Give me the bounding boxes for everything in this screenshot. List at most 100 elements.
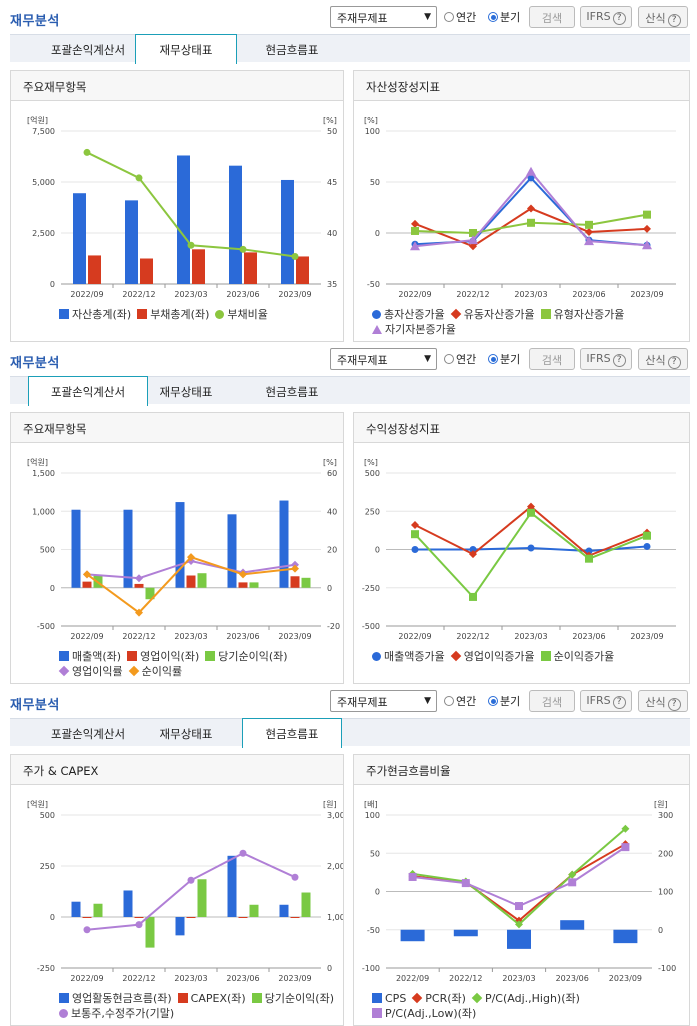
data-point[interactable]: [411, 521, 419, 530]
data-point[interactable]: [585, 227, 593, 236]
legend-item[interactable]: 매출액(좌): [59, 648, 121, 664]
bar-2[interactable]: [88, 255, 101, 284]
bar-2[interactable]: [192, 249, 205, 284]
data-point[interactable]: [469, 546, 477, 553]
data-point[interactable]: [515, 920, 523, 929]
formula-button[interactable]: 산식?: [638, 6, 688, 28]
data-point[interactable]: [621, 843, 630, 852]
data-point[interactable]: [408, 872, 417, 881]
data-point[interactable]: [411, 226, 419, 235]
bar-2[interactable]: [244, 252, 257, 284]
data-point[interactable]: [187, 241, 195, 249]
bar-1[interactable]: [125, 200, 138, 284]
data-point[interactable]: [411, 530, 419, 539]
bar-2[interactable]: [186, 575, 196, 588]
bar-2[interactable]: [290, 917, 300, 918]
legend-item[interactable]: 영업활동현금흐름(좌): [59, 990, 172, 1006]
data-point[interactable]: [527, 544, 535, 552]
bar-1[interactable]: [560, 920, 585, 930]
tab-income-statement[interactable]: 포괄손익계산서: [50, 43, 126, 57]
radio-annual[interactable]: 연간: [444, 693, 476, 715]
bar-2[interactable]: [140, 258, 153, 285]
bar-3[interactable]: [145, 917, 155, 948]
data-point[interactable]: [135, 608, 143, 617]
data-point[interactable]: [135, 574, 143, 583]
data-point[interactable]: [527, 174, 535, 182]
legend-item[interactable]: 당기순이익(좌): [251, 990, 334, 1006]
data-point[interactable]: [469, 229, 477, 237]
bar-1[interactable]: [281, 179, 294, 284]
data-point[interactable]: [643, 542, 651, 550]
data-point[interactable]: [469, 550, 477, 559]
bar-2[interactable]: [82, 917, 92, 918]
data-point[interactable]: [83, 570, 91, 579]
bar-1[interactable]: [279, 500, 289, 588]
bar-3[interactable]: [301, 577, 311, 588]
bar-3[interactable]: [301, 892, 311, 917]
data-point[interactable]: [239, 245, 247, 253]
legend-item[interactable]: PCR(좌): [411, 990, 466, 1006]
data-point[interactable]: [135, 174, 143, 182]
data-point[interactable]: [239, 849, 247, 857]
data-point[interactable]: [468, 235, 478, 245]
legend-item[interactable]: 유동자산증가율: [450, 306, 535, 322]
bar-2[interactable]: [238, 917, 248, 918]
legend-item[interactable]: P/C(Adj.,Low)(좌): [372, 1005, 476, 1021]
radio-quarter[interactable]: 분기: [488, 9, 520, 31]
legend-item[interactable]: 부채총계(좌): [137, 306, 209, 322]
legend-item[interactable]: 영업이익증가율: [450, 648, 535, 664]
bar-1[interactable]: [613, 929, 638, 944]
legend-item[interactable]: P/C(Adj.,High)(좌): [471, 990, 580, 1006]
tab-balance-sheet[interactable]: 재무상태표: [135, 34, 237, 64]
data-point[interactable]: [526, 166, 536, 176]
data-point[interactable]: [584, 236, 594, 246]
ifrs-button[interactable]: IFRS?: [580, 6, 632, 28]
search-button[interactable]: 검색: [529, 6, 575, 28]
data-point[interactable]: [187, 876, 195, 884]
data-point[interactable]: [291, 564, 299, 573]
search-button[interactable]: 검색: [529, 348, 575, 370]
bar-3[interactable]: [197, 573, 207, 588]
legend-item[interactable]: CAPEX(좌): [177, 990, 246, 1006]
bar-2[interactable]: [296, 256, 309, 284]
radio-annual[interactable]: 연간: [444, 9, 476, 31]
data-point[interactable]: [291, 252, 299, 260]
formula-button[interactable]: 산식?: [638, 348, 688, 370]
legend-item[interactable]: 매출액증가율: [372, 648, 445, 664]
data-point[interactable]: [643, 531, 651, 540]
ifrs-button[interactable]: IFRS?: [580, 690, 632, 712]
bar-1[interactable]: [227, 514, 237, 588]
data-point[interactable]: [461, 879, 470, 888]
bar-1[interactable]: [175, 917, 185, 936]
bar-3[interactable]: [93, 903, 103, 917]
data-point[interactable]: [643, 210, 651, 219]
bar-3[interactable]: [145, 587, 155, 600]
data-point[interactable]: [135, 921, 143, 929]
formula-button[interactable]: 산식?: [638, 690, 688, 712]
statement-select[interactable]: 주재무제표 ▼: [330, 348, 437, 370]
tab-balance-sheet[interactable]: 재무상태표: [159, 385, 213, 399]
bar-1[interactable]: [400, 929, 425, 942]
statement-select[interactable]: 주재무제표 ▼: [330, 690, 437, 712]
data-point[interactable]: [83, 926, 91, 934]
data-point[interactable]: [410, 241, 420, 251]
data-point[interactable]: [411, 219, 419, 228]
legend-item[interactable]: 유형자산증가율: [540, 306, 624, 322]
bar-1[interactable]: [123, 509, 133, 588]
statement-select[interactable]: 주재무제표 ▼: [330, 6, 437, 28]
bar-3[interactable]: [249, 582, 259, 588]
legend-item[interactable]: 부채비율: [215, 306, 268, 322]
bar-3[interactable]: [249, 904, 259, 917]
bar-1[interactable]: [507, 929, 531, 949]
bar-3[interactable]: [197, 879, 207, 917]
legend-item[interactable]: 순이익률: [128, 663, 182, 679]
bar-1[interactable]: [175, 502, 185, 588]
data-point[interactable]: [585, 547, 593, 555]
tab-cash-flow[interactable]: 현금흐름표: [265, 43, 319, 57]
legend-item[interactable]: 당기순이익(좌): [205, 648, 288, 664]
bar-1[interactable]: [71, 509, 81, 588]
tab-income-statement[interactable]: 포괄손익계산서: [28, 376, 148, 406]
legend-item[interactable]: 영업이익(좌): [127, 648, 199, 664]
data-point[interactable]: [585, 220, 593, 229]
data-point[interactable]: [411, 546, 419, 553]
